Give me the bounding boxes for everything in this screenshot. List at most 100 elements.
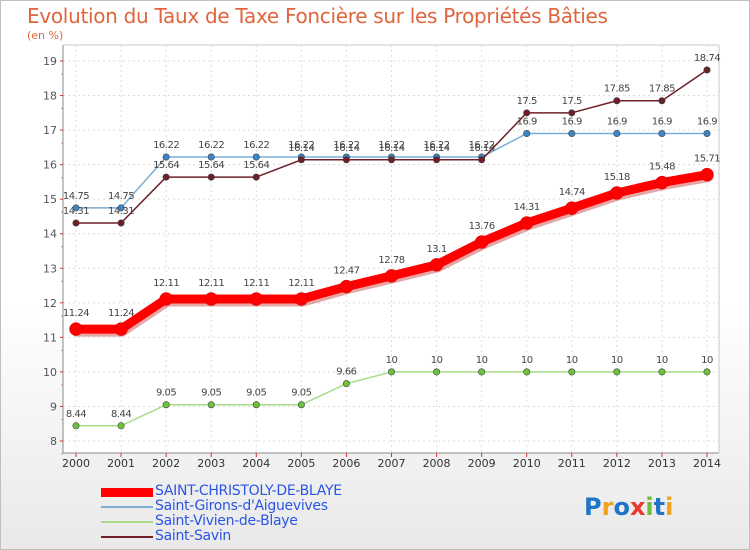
legend-label: Saint-Girons-d'Aiguevives (155, 498, 328, 514)
data-label: 16.22 (424, 140, 450, 151)
data-point (252, 153, 260, 161)
data-label: 15.71 (694, 154, 720, 165)
data-point (342, 156, 350, 164)
data-label: 8.44 (111, 409, 131, 420)
data-point (159, 292, 173, 306)
proxiti-logo: Proxiti (584, 493, 673, 521)
y-axis-unit: (en %) (27, 29, 64, 42)
data-point (252, 401, 260, 409)
legend-label: SAINT-CHRISTOLY-DE-BLAYE (155, 483, 342, 499)
y-tick-label: 16 (43, 159, 57, 172)
legend-label: Saint-Vivien-de-Blaye (155, 513, 298, 529)
data-point (700, 167, 714, 182)
data-label: 16.22 (198, 140, 224, 151)
data-point (114, 322, 128, 336)
x-tick-label: 2004 (242, 457, 270, 470)
legend-swatch (101, 506, 153, 508)
data-point (523, 109, 531, 117)
data-point (568, 130, 576, 138)
data-label: 12.11 (288, 278, 314, 289)
data-point (613, 130, 621, 138)
x-tick-label: 2012 (603, 457, 631, 470)
data-point (297, 401, 305, 409)
data-point (297, 156, 305, 164)
logo-letter: x (629, 493, 646, 521)
data-point (207, 153, 215, 161)
data-label: 16.14 (333, 143, 359, 154)
data-label: 15.64 (198, 160, 224, 171)
data-label: 11.24 (108, 308, 134, 319)
data-point (294, 292, 309, 306)
data-label: 9.05 (156, 388, 176, 399)
data-label: 16.9 (652, 117, 672, 128)
data-label: 10 (656, 355, 668, 366)
data-label: 15.64 (243, 160, 269, 171)
data-label: 16.9 (562, 117, 582, 128)
data-point (117, 422, 125, 430)
data-label: 13.76 (469, 221, 495, 232)
data-point (703, 66, 711, 74)
data-label: 16.14 (378, 143, 404, 154)
data-label: 10 (611, 355, 623, 366)
data-label: 16.14 (469, 143, 495, 154)
data-label: 10 (521, 355, 533, 366)
x-tick-label: 2008 (423, 457, 451, 470)
data-label: 14.31 (63, 206, 89, 217)
data-label: 12.11 (198, 278, 224, 289)
data-point (478, 156, 486, 164)
data-label: 16.9 (697, 117, 717, 128)
logo-letter: o (613, 493, 630, 521)
y-tick-label: 12 (43, 297, 57, 310)
x-tick-label: 2010 (513, 457, 541, 470)
data-label: 17.5 (562, 96, 582, 107)
y-tick-label: 18 (43, 90, 57, 103)
legend-swatch (101, 521, 153, 523)
data-label: 14.31 (108, 206, 134, 217)
data-point (565, 201, 579, 215)
data-point (204, 292, 218, 306)
x-tick-label: 2003 (197, 457, 225, 470)
data-label: 11.24 (63, 308, 89, 319)
data-point (252, 173, 260, 181)
data-label: 9.05 (291, 388, 311, 399)
data-label: 16.22 (288, 140, 314, 151)
series-saint-vivien-de-blaye: 8.44 8.44 9.05 9.05 9.05 9.05 9.66 10 10 10 10 10 10… (66, 355, 713, 430)
data-point (162, 173, 170, 181)
data-label: 12.11 (153, 278, 179, 289)
data-label: 14.75 (63, 191, 89, 202)
data-label: 9.66 (336, 367, 356, 378)
legend-swatch (101, 536, 153, 538)
data-point (429, 258, 444, 272)
data-label: 14.31 (514, 202, 540, 213)
data-label: 16.22 (378, 140, 404, 151)
data-point (523, 368, 531, 376)
data-point (703, 130, 711, 138)
data-point (72, 219, 80, 227)
logo-letter: i (665, 493, 674, 521)
data-label: 18.74 (694, 53, 720, 64)
data-point (339, 279, 354, 294)
data-label: 14.74 (559, 187, 585, 198)
data-point (72, 204, 80, 212)
data-label: 8.44 (66, 409, 86, 420)
data-label: 17.85 (604, 84, 630, 95)
data-label: 14.75 (108, 191, 134, 202)
data-label: 16.22 (153, 140, 179, 151)
data-label: 13.1 (426, 244, 446, 255)
data-point (207, 173, 215, 181)
data-point (658, 130, 666, 138)
data-label: 16.22 (243, 140, 269, 151)
logo-letter: r (601, 493, 614, 521)
series-saint-christoly-de-blaye: 11.24 11.24 12.11 12.11 12.11 12.11 12.47 12.78… (63, 154, 721, 337)
series-saint-savin: 14.31 14.31 15.64 15.64 15.64 16.14 16.14 16.14… (63, 53, 721, 227)
data-label: 16.9 (607, 117, 627, 128)
data-point (610, 186, 624, 200)
data-label: 12.11 (243, 278, 269, 289)
x-tick-label: 2013 (648, 457, 676, 470)
data-point (523, 130, 531, 138)
data-point (249, 292, 264, 306)
data-point (655, 175, 669, 190)
data-point (117, 219, 125, 227)
data-point (162, 153, 170, 161)
